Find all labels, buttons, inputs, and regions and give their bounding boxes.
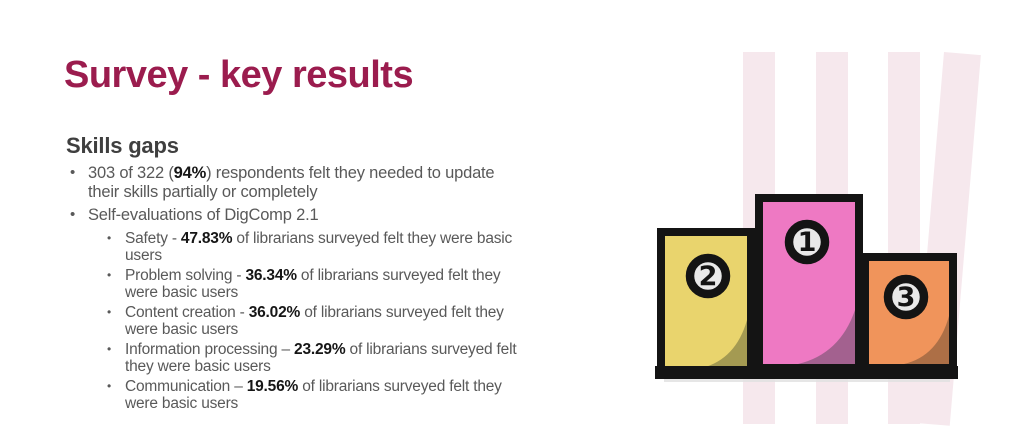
podium-third-place: 3 (861, 253, 957, 372)
bullet-icon: • (107, 378, 112, 393)
list-item-respondents: • 303 of 322 (94%) respondents felt they… (64, 164, 644, 201)
rank-number: 1 (798, 227, 817, 258)
bullet-icon: • (70, 206, 76, 223)
bullet-list: • 303 of 322 (94%) respondents felt they… (64, 164, 644, 415)
bullet-icon: • (107, 267, 112, 282)
bullet-icon: • (107, 341, 112, 356)
list-item-text: 303 of 322 (94%) respondents felt they n… (88, 164, 495, 201)
list-item-text: Communication – 19.56% of librarians sur… (125, 377, 502, 412)
list-item-text: Content creation - 36.02% of librarians … (125, 303, 504, 338)
list-item-text: Self-evaluations of DigComp 2.1 (88, 206, 319, 224)
list-item-self-evaluations: • Self-evaluations of DigComp 2.1 (64, 206, 644, 225)
list-item-text: Safety - 47.83% of librarians surveyed f… (125, 229, 513, 264)
podium-shadow (664, 379, 950, 382)
rank-number: 2 (699, 261, 718, 292)
podium-second-place: 2 (657, 228, 755, 376)
podium-base (655, 366, 958, 379)
page-fold (702, 320, 747, 368)
section-heading: Skills gaps (66, 133, 179, 159)
bullet-icon: • (107, 304, 112, 319)
list-item-information-processing: • Information processing – 23.29% of lib… (64, 341, 644, 375)
list-item-communication: • Communication – 19.56% of librarians s… (64, 378, 644, 412)
list-item-safety: • Safety - 47.83% of librarians surveyed… (64, 230, 644, 264)
rank-number: 3 (897, 282, 916, 313)
winners-podium-illustration: 2 1 3 (650, 192, 962, 386)
page-title: Survey - key results (64, 54, 414, 97)
page-fold (904, 316, 949, 364)
rank-badge (784, 219, 830, 265)
podium-first-place: 1 (755, 194, 863, 372)
rank-badge (883, 274, 929, 320)
list-item-content-creation: • Content creation - 36.02% of librarian… (64, 304, 644, 338)
list-item-text: Information processing – 23.29% of libra… (125, 340, 517, 375)
bullet-icon: • (107, 230, 112, 245)
list-item-problem-solving: • Problem solving - 36.34% of librarians… (64, 267, 644, 301)
page-fold (798, 310, 855, 364)
bullet-icon: • (70, 164, 76, 181)
rank-badge (685, 253, 731, 299)
list-item-text: Problem solving - 36.34% of librarians s… (125, 266, 501, 301)
